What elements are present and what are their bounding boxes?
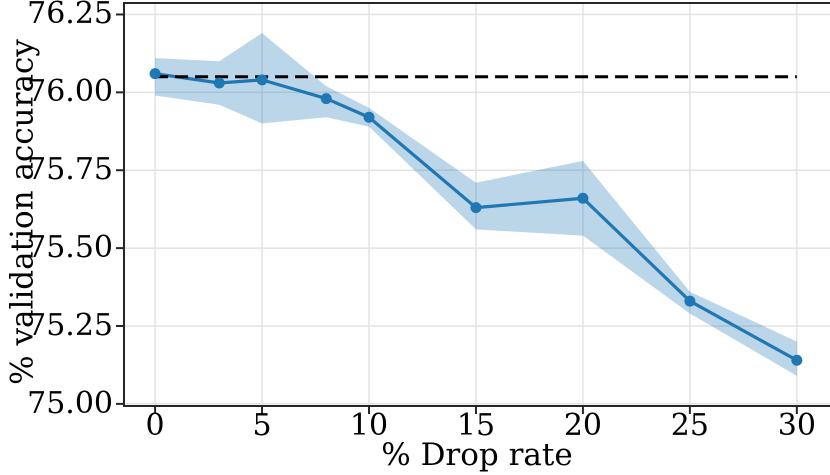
data-point-marker [320,93,332,105]
data-point-marker [684,295,696,307]
data-point-marker [256,74,268,86]
y-axis-title: % validation accuracy [4,39,41,385]
data-point-marker [791,354,803,366]
data-point-marker [213,77,225,89]
data-point-marker [470,202,482,214]
data-point-marker [363,111,375,123]
x-axis-title: % Drop rate [381,437,573,473]
data-point-marker [577,192,589,204]
data-point-marker [149,68,161,80]
